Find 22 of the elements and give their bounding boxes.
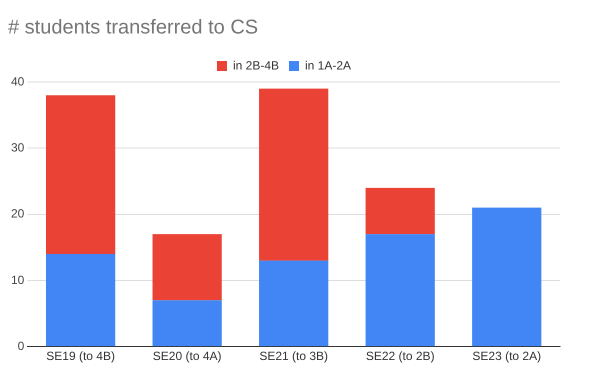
y-tick-label: 40 xyxy=(10,74,25,88)
bar xyxy=(152,300,222,346)
bar xyxy=(152,234,222,300)
bar xyxy=(259,88,328,261)
bar xyxy=(366,234,435,346)
y-tick-label: 30 xyxy=(10,140,25,154)
x-tick-label: SE23 (to 2A) xyxy=(472,349,542,364)
legend-label: in 1A-2A xyxy=(305,58,352,72)
legend-label: in 2B-4B xyxy=(232,58,280,72)
y-tick-label: 0 xyxy=(18,338,25,353)
chart-title: # students transferred to CS xyxy=(8,16,258,39)
bar xyxy=(46,254,116,346)
bar xyxy=(472,208,542,346)
x-tick-label: SE22 (to 2B) xyxy=(366,349,435,364)
bar xyxy=(259,260,328,346)
y-tick-label: 10 xyxy=(10,272,25,287)
x-tick-label: SE19 (to 4B) xyxy=(46,349,115,364)
x-tick-label: SE21 (to 3B) xyxy=(259,349,328,364)
bar xyxy=(46,95,116,254)
bar xyxy=(366,188,435,234)
x-tick-label: SE20 (to 4A) xyxy=(152,349,222,364)
y-tick-label: 20 xyxy=(10,206,25,221)
